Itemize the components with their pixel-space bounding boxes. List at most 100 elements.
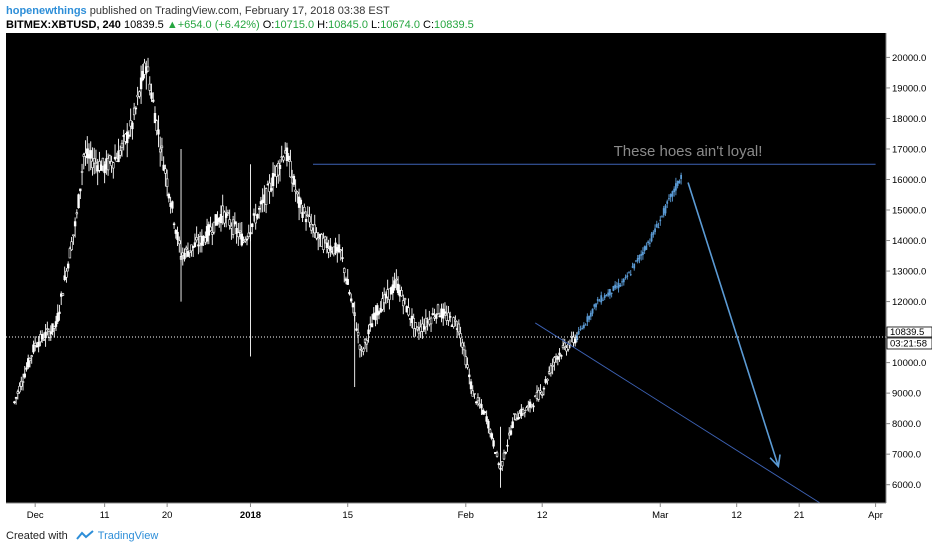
- price-chart[interactable]: These hoes ain't loyal! 6000.0 7000.0 8000…: [0, 33, 932, 525]
- x-tick-label: 12: [731, 510, 742, 521]
- projection-body: [602, 299, 604, 301]
- projection-body: [645, 245, 648, 250]
- candle-body: [553, 357, 556, 363]
- candle-body: [469, 381, 473, 390]
- arrow-head: [769, 454, 781, 469]
- projection-body: [598, 300, 601, 302]
- candle-body: [212, 221, 216, 233]
- candle-body: [443, 311, 447, 314]
- price-change: +654.0 (+6.42%): [177, 19, 260, 31]
- candle-body: [186, 251, 190, 257]
- candle-body: [308, 216, 311, 223]
- candle-body: [277, 162, 280, 176]
- candle-body: [506, 444, 509, 447]
- candle-body: [106, 158, 110, 171]
- projection-body: [581, 327, 584, 329]
- candle-body: [21, 381, 25, 383]
- candle-body: [356, 332, 360, 336]
- candle-body: [502, 452, 506, 460]
- publish-info: hopenewthings published on TradingView.c…: [6, 5, 390, 17]
- projection-body: [584, 324, 587, 326]
- candle-body: [299, 199, 303, 205]
- candle-body: [382, 294, 386, 304]
- candle-body: [544, 379, 547, 383]
- x-tick-label: 12: [537, 510, 548, 521]
- candle-body: [240, 233, 244, 246]
- projection-body: [579, 329, 582, 331]
- projection-body: [631, 266, 634, 268]
- candle-body: [58, 311, 61, 314]
- candle-body: [292, 175, 296, 185]
- projection-body: [577, 330, 580, 335]
- candle-body: [33, 342, 37, 346]
- close-label: C:: [423, 19, 435, 31]
- author-name[interactable]: hopenewthings: [6, 5, 87, 17]
- candle-body: [160, 145, 164, 149]
- candle-body: [28, 357, 32, 361]
- candle-body: [488, 429, 492, 434]
- candle-body: [75, 212, 79, 215]
- candle-body: [513, 413, 516, 415]
- candle-body: [270, 188, 273, 191]
- trend-line[interactable]: [535, 322, 821, 504]
- candle-body: [251, 223, 254, 227]
- ohlc-legend: BITMEX:XBTUSD, 240 10839.5 ▲+654.0 (+6.4…: [6, 19, 474, 31]
- candle-body: [442, 308, 445, 319]
- candle-body: [66, 263, 70, 269]
- candle-body: [329, 245, 332, 251]
- candle-body: [495, 452, 499, 457]
- candle-body: [197, 244, 200, 247]
- projection-body: [591, 308, 594, 314]
- candle-body: [228, 219, 231, 226]
- y-tick-label: 9000.0: [892, 389, 921, 400]
- candle-body: [487, 420, 490, 429]
- candle-body: [343, 268, 346, 273]
- candle-body: [158, 148, 162, 153]
- candle-body: [77, 194, 80, 209]
- arrow-shaft[interactable]: [687, 182, 780, 467]
- projection-body: [640, 253, 643, 256]
- candle-body: [370, 323, 374, 328]
- projection-body: [619, 285, 622, 287]
- candle-body: [542, 387, 546, 390]
- candle-body: [56, 312, 59, 322]
- x-tick-label: Feb: [458, 510, 474, 521]
- candle-body: [514, 418, 518, 421]
- candle-body: [176, 231, 179, 241]
- candle-body: [157, 129, 160, 135]
- candle-body: [65, 270, 68, 278]
- candle-body: [377, 311, 381, 315]
- candle-body: [414, 322, 417, 329]
- candle-body: [252, 213, 256, 216]
- plot-area[interactable]: [6, 33, 886, 503]
- projection-body: [666, 201, 669, 204]
- candle-body: [162, 164, 165, 171]
- x-tick-label: 11: [100, 510, 110, 521]
- projection-body: [669, 194, 672, 198]
- candle-body: [483, 411, 487, 414]
- projection-body: [614, 284, 617, 289]
- y-tick-label: 7000.0: [892, 450, 921, 461]
- candle-body: [466, 364, 469, 368]
- candle-body: [355, 328, 358, 331]
- candle-body: [391, 284, 395, 294]
- projection-body: [586, 316, 589, 322]
- candle-body: [94, 161, 98, 164]
- candle-body: [27, 358, 30, 368]
- projection-body: [600, 295, 603, 303]
- candle-body: [257, 207, 261, 210]
- projection-body: [652, 231, 655, 235]
- candle-body: [89, 150, 92, 159]
- projection-body: [603, 295, 606, 298]
- candle-body: [254, 214, 257, 224]
- candle-body: [530, 404, 533, 406]
- candle-body: [188, 250, 191, 253]
- candle-body: [303, 206, 306, 213]
- candle-body: [138, 91, 141, 97]
- candle-body: [264, 188, 268, 205]
- candle-body: [211, 232, 214, 235]
- candle-body: [231, 219, 235, 235]
- projection-body: [621, 281, 623, 283]
- candle-body: [436, 304, 440, 314]
- tradingview-brand[interactable]: TradingView: [97, 530, 159, 542]
